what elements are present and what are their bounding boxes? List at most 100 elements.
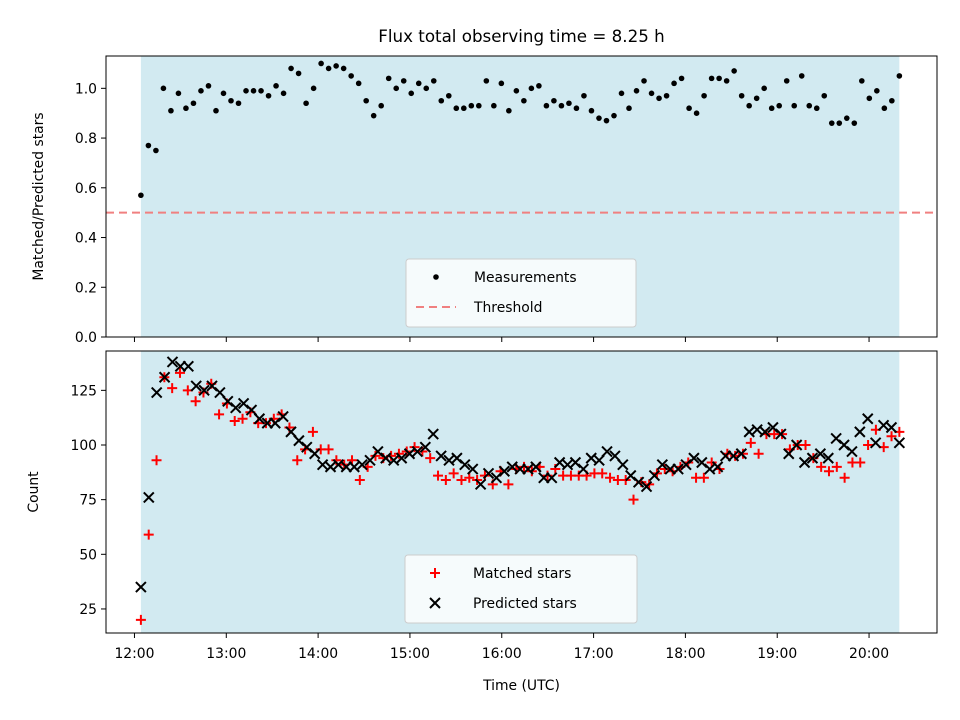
- x-tick-label: 12:00: [114, 646, 154, 662]
- measurement-point: [798, 73, 805, 79]
- matched-star-point: [816, 461, 827, 472]
- predicted-star-point: [150, 386, 163, 399]
- measurement-point: [220, 90, 227, 97]
- measurement-point: [716, 75, 722, 82]
- y-tick-label: 75: [79, 493, 97, 509]
- measurement-point: [476, 102, 482, 109]
- predicted-star-point: [846, 445, 858, 458]
- predicted-star-point: [751, 423, 763, 436]
- matched-star-point: [831, 461, 842, 472]
- measurement-point: [423, 85, 430, 92]
- y-tick-label: 1.0: [75, 81, 97, 97]
- predicted-star-point: [482, 467, 495, 480]
- predicted-star-point: [467, 463, 479, 475]
- matched-star-point: [229, 415, 240, 426]
- predicted-star-point: [862, 413, 874, 425]
- x-tick-label: 17:00: [574, 646, 614, 662]
- matched-star-point: [456, 474, 467, 485]
- measurement-point: [573, 105, 580, 112]
- y-tick-label: 25: [79, 602, 97, 618]
- measurement-point: [626, 105, 632, 112]
- measurement-point: [843, 115, 850, 121]
- predicted-star-point: [332, 458, 345, 471]
- measurement-point: [385, 75, 392, 82]
- measurement-point: [265, 92, 272, 99]
- predicted-star-point: [506, 461, 518, 473]
- series-x: [135, 356, 906, 593]
- measurement-point: [183, 105, 189, 112]
- predicted-star-point: [822, 452, 834, 464]
- measurement-point: [588, 107, 595, 114]
- y-tick-label: 0.6: [75, 181, 97, 197]
- measurement-point: [738, 92, 745, 99]
- matched-star-point: [886, 431, 897, 442]
- matched-star-point: [417, 446, 428, 457]
- measurement-point: [874, 88, 880, 94]
- measurement-point: [340, 65, 347, 72]
- measurement-point: [618, 90, 625, 97]
- predicted-star-point: [546, 472, 558, 484]
- y-tick-label: 100: [70, 438, 97, 454]
- measurement-point: [145, 142, 152, 149]
- predicted-star-point: [775, 428, 787, 440]
- predicted-star-point: [854, 426, 866, 438]
- matched-star-point: [753, 448, 764, 459]
- measurement-point: [213, 107, 219, 114]
- predicted-star-point: [427, 428, 439, 440]
- measurement-point: [378, 102, 384, 109]
- matched-star-point: [214, 409, 225, 420]
- measurement-point: [491, 102, 497, 109]
- legend-marker-plus: [430, 568, 440, 578]
- measurement-point: [273, 83, 279, 89]
- predicted-star-point: [877, 419, 890, 432]
- measurement-point: [528, 85, 535, 92]
- measurement-point: [483, 78, 490, 84]
- axes-frame: [105, 55, 938, 338]
- measurement-point: [881, 105, 888, 112]
- measurement-point: [776, 102, 783, 109]
- predicted-star-point: [869, 437, 882, 449]
- y-tick-label: 125: [70, 383, 97, 399]
- matched-star-point: [190, 396, 201, 407]
- legend-label: Matched stars: [473, 566, 571, 582]
- axes-frame: [105, 350, 938, 634]
- matched-star-point: [698, 472, 709, 483]
- measurement-point: [235, 100, 242, 107]
- matched-star-point: [745, 437, 756, 448]
- matched-star-point: [409, 442, 420, 453]
- predicted-star-point: [577, 463, 590, 475]
- series-dot: [138, 60, 903, 199]
- predicted-star-point: [388, 454, 400, 467]
- predicted-star-point: [814, 448, 827, 460]
- measurement-point: [813, 105, 820, 112]
- predicted-star-point: [522, 463, 534, 475]
- x-axis-label: Time (UTC): [482, 678, 560, 694]
- measurement-point: [693, 110, 700, 116]
- measurement-point: [468, 102, 475, 109]
- measurement-point: [153, 147, 159, 154]
- matched-star-point: [737, 448, 748, 459]
- measurement-point: [363, 97, 369, 104]
- measurement-point: [851, 120, 858, 126]
- measurement-point: [558, 102, 565, 109]
- predicted-star-point: [435, 450, 447, 462]
- predicted-star-point: [380, 452, 392, 464]
- predicted-star-point: [474, 478, 487, 491]
- predicted-star-point: [143, 491, 155, 504]
- predicted-star-point: [348, 461, 360, 473]
- predicted-star-point: [672, 463, 684, 475]
- matched-star-point: [519, 461, 530, 472]
- legend-label: Measurements: [474, 270, 577, 286]
- measurement-point: [498, 80, 505, 87]
- measurement-point: [370, 112, 377, 119]
- measurement-point: [723, 78, 730, 84]
- legend-marker-dot: [433, 274, 439, 280]
- measurement-point: [686, 105, 692, 112]
- measurement-point: [821, 92, 828, 99]
- predicted-star-point: [790, 439, 803, 451]
- measurement-point: [408, 90, 415, 97]
- measurement-point: [190, 100, 197, 107]
- matched-star-point: [425, 453, 436, 464]
- measurement-point: [708, 75, 715, 82]
